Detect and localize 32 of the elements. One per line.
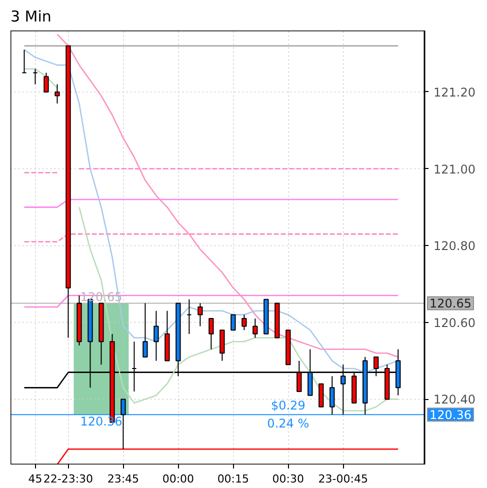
candlestick [318,383,324,408]
x-tick-label: 22-23:30 [43,472,94,486]
y-tick-label: 121.00 [434,162,476,176]
annotation: $0.29 [270,398,306,413]
y-tick-label: 121.20 [434,85,476,100]
candlestick [220,330,225,362]
x-tick-label: 45 [28,472,42,486]
chart-title: 3 Min [10,8,52,26]
y-tick-label: 120.40 [434,392,476,407]
ref-line-label: 120.36 [430,408,472,422]
candlestick [330,376,335,416]
candlestick [242,314,247,331]
candlestick [198,302,203,327]
x-tick-label: 00:30 [272,472,304,486]
candlestick [252,318,258,338]
y-tick-label: 120.60 [434,316,476,330]
x-tick-label: 00:15 [217,472,250,486]
y-tick-label: 120.80 [434,239,476,254]
annotation: 0.24 % [267,416,310,431]
annotation: 120.36 [80,414,122,429]
ref-line-label: 120.65 [430,296,472,311]
x-tick-label: 23-00:45 [318,472,368,486]
candlestick [154,310,159,362]
x-tick-label: 23:45 [107,472,140,486]
candlestick [230,314,236,331]
candlestick [208,318,214,350]
x-tick-label: 00:00 [162,472,194,486]
candlestick [120,398,126,450]
candlestick [44,72,49,92]
candlestick [142,302,148,358]
line-series [56,34,399,358]
candlestick [54,84,60,104]
